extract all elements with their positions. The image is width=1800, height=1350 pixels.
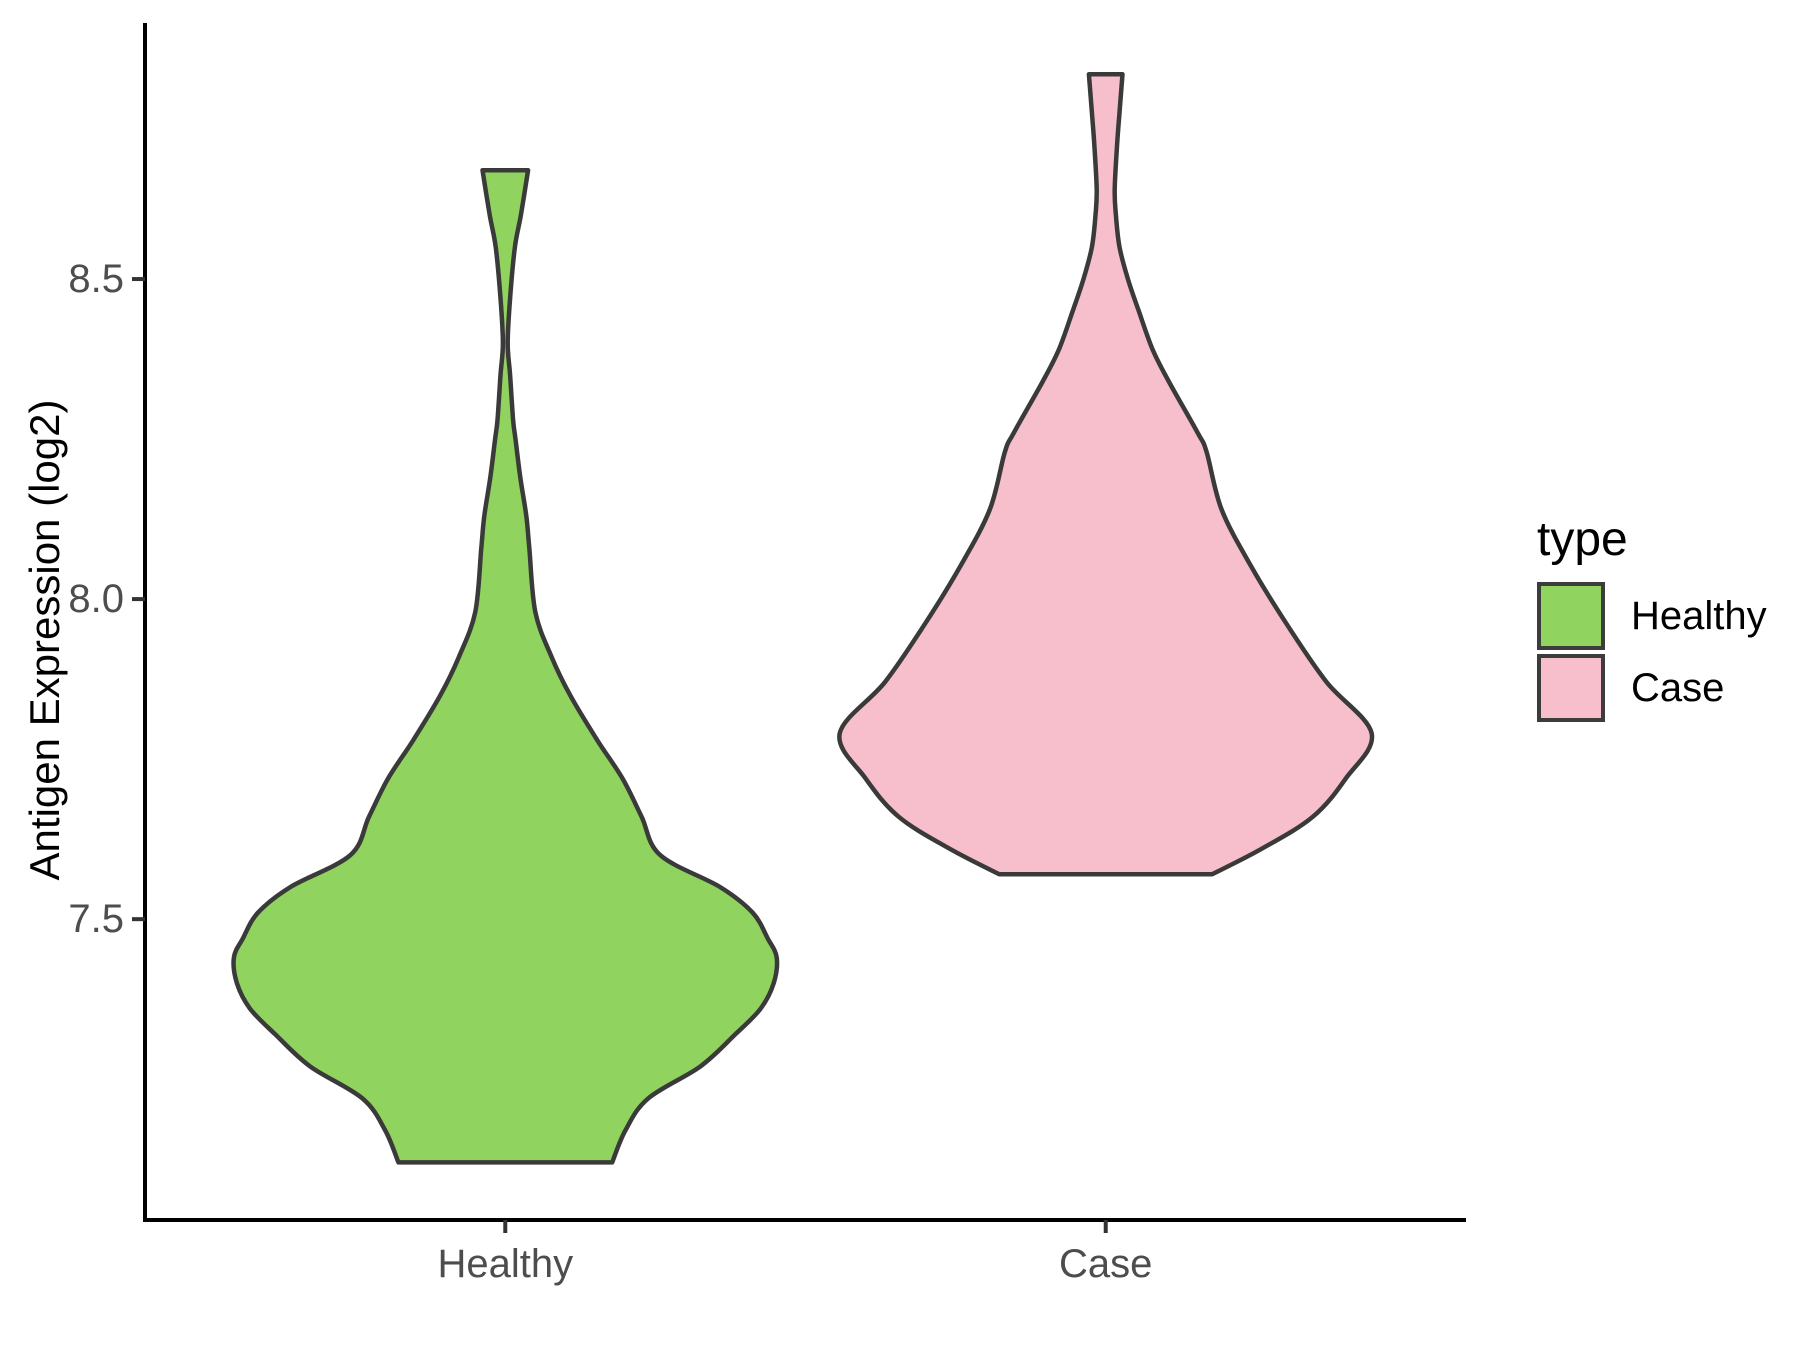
legend-label: Case	[1631, 665, 1725, 710]
legend-label: Healthy	[1631, 593, 1767, 638]
legend: type Healthy Case	[1537, 512, 1800, 726]
axes	[132, 23, 1466, 1233]
y-tick-label: 8.5	[68, 257, 124, 302]
legend-items: Healthy Case	[1537, 582, 1800, 722]
violin-healthy	[231, 167, 780, 1165]
legend-swatch-icon	[1537, 654, 1605, 722]
legend-item-healthy: Healthy	[1537, 582, 1800, 650]
violin-case	[837, 71, 1375, 877]
y-tick-label: 7.5	[68, 897, 124, 942]
x-tick-label: Healthy	[437, 1242, 574, 1286]
legend-swatch-icon	[1537, 582, 1605, 650]
legend-item-case: Case	[1537, 654, 1800, 722]
y-axis-title: Antigen Expression (log2)	[21, 399, 68, 881]
x-tick-label: Case	[1059, 1242, 1153, 1286]
violin-shapes	[231, 71, 1375, 1165]
y-tick-label: 8.0	[68, 577, 124, 622]
legend-title: type	[1537, 513, 1628, 566]
